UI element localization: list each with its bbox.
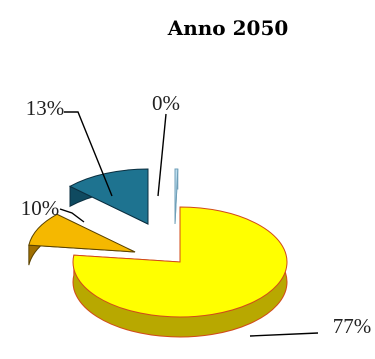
pie-slice-4: [174, 168, 179, 225]
leader-lines: [59, 111, 319, 337]
slice-label-2: 10%: [21, 196, 60, 220]
slice-tops: [28, 168, 288, 318]
pie-slice-1: [72, 206, 288, 318]
chart-title: Anno 2050: [167, 16, 289, 40]
leader-line-3: [64, 111, 113, 197]
leader-line-2: [59, 208, 85, 223]
leader-line-4: [157, 113, 167, 197]
pie-slice-3: [68, 168, 149, 225]
slice-label-4: 0%: [152, 91, 180, 115]
data-labels: 77% 10% 13% 0%: [21, 91, 372, 338]
pie-slice-2: [28, 213, 136, 253]
leader-line-1: [249, 332, 319, 337]
slice-label-3: 13%: [26, 96, 65, 120]
slice-label-1: 77%: [333, 314, 372, 338]
